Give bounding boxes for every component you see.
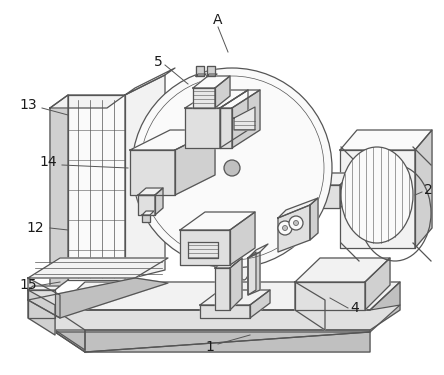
Polygon shape [295, 282, 365, 310]
Circle shape [293, 220, 298, 225]
Polygon shape [232, 90, 260, 148]
Polygon shape [193, 88, 215, 108]
Polygon shape [188, 242, 218, 258]
Polygon shape [142, 215, 150, 222]
Text: 14: 14 [39, 155, 57, 169]
Circle shape [278, 221, 292, 235]
Polygon shape [125, 75, 165, 280]
Ellipse shape [231, 80, 257, 280]
Polygon shape [28, 286, 60, 290]
Text: 15: 15 [19, 278, 37, 292]
Polygon shape [230, 212, 255, 265]
Polygon shape [185, 108, 220, 148]
Text: 2: 2 [424, 183, 432, 197]
Polygon shape [138, 188, 163, 195]
Polygon shape [50, 95, 125, 108]
Polygon shape [310, 198, 318, 240]
Polygon shape [155, 188, 163, 215]
Polygon shape [130, 130, 215, 150]
Polygon shape [50, 95, 68, 293]
Polygon shape [248, 252, 260, 295]
Polygon shape [215, 258, 242, 268]
Polygon shape [125, 68, 175, 95]
Text: 4: 4 [351, 301, 359, 315]
Polygon shape [295, 258, 390, 282]
Circle shape [224, 160, 240, 176]
Polygon shape [200, 290, 270, 305]
Polygon shape [365, 258, 390, 310]
Polygon shape [220, 90, 260, 108]
Polygon shape [196, 74, 206, 76]
Polygon shape [305, 185, 340, 208]
Polygon shape [234, 107, 255, 130]
Circle shape [289, 216, 303, 230]
Polygon shape [28, 278, 60, 318]
Polygon shape [215, 268, 230, 310]
Polygon shape [248, 252, 256, 295]
Polygon shape [248, 244, 268, 258]
Text: 5: 5 [154, 55, 163, 69]
Polygon shape [55, 282, 400, 330]
Polygon shape [28, 258, 168, 278]
Polygon shape [207, 66, 215, 76]
Polygon shape [180, 230, 230, 265]
Text: 12: 12 [26, 221, 44, 235]
Polygon shape [295, 282, 325, 330]
Polygon shape [207, 74, 217, 76]
Polygon shape [230, 258, 242, 310]
Text: A: A [213, 13, 223, 27]
Circle shape [132, 68, 332, 268]
Polygon shape [138, 195, 155, 215]
Polygon shape [28, 290, 55, 335]
Ellipse shape [341, 147, 413, 243]
Text: 1: 1 [206, 340, 214, 354]
Polygon shape [28, 290, 55, 318]
Polygon shape [142, 211, 154, 215]
Polygon shape [68, 95, 125, 280]
Polygon shape [55, 282, 400, 310]
Polygon shape [340, 173, 352, 208]
Polygon shape [220, 90, 248, 148]
Polygon shape [250, 290, 270, 318]
Polygon shape [180, 212, 255, 230]
Polygon shape [130, 150, 175, 195]
Polygon shape [305, 173, 352, 185]
Circle shape [282, 225, 288, 231]
Polygon shape [175, 130, 215, 195]
Polygon shape [185, 90, 248, 108]
Polygon shape [193, 76, 230, 88]
Polygon shape [415, 130, 432, 248]
Polygon shape [200, 305, 250, 318]
Polygon shape [55, 310, 85, 350]
Text: 13: 13 [19, 98, 37, 112]
Polygon shape [215, 76, 230, 108]
Polygon shape [55, 332, 370, 352]
Polygon shape [196, 66, 204, 76]
Polygon shape [85, 330, 370, 352]
Polygon shape [28, 278, 168, 318]
Polygon shape [55, 305, 400, 352]
Polygon shape [278, 205, 310, 252]
Polygon shape [278, 198, 318, 218]
Polygon shape [220, 108, 232, 148]
Polygon shape [340, 150, 415, 248]
Polygon shape [340, 130, 432, 150]
